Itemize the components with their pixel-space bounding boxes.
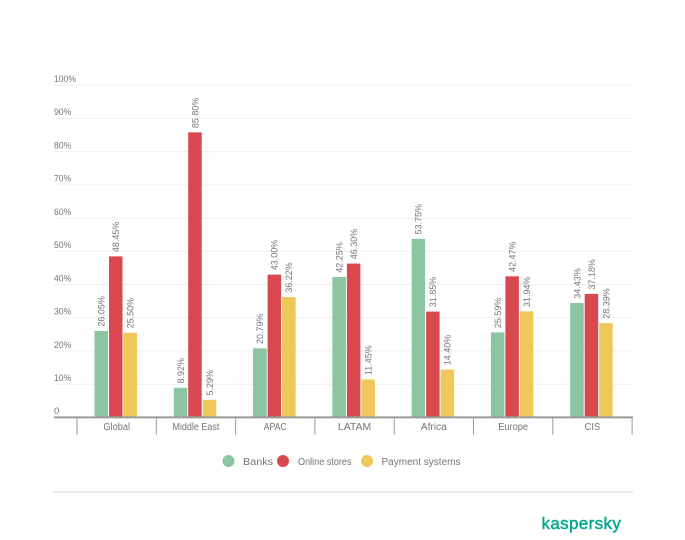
- svg-text:kaspersky: kaspersky: [542, 514, 622, 533]
- svg-text:20.79%: 20.79%: [255, 313, 265, 344]
- svg-text:37.18%: 37.18%: [587, 259, 597, 290]
- svg-text:Europe: Europe: [498, 422, 528, 433]
- svg-text:60%: 60%: [54, 207, 72, 218]
- svg-text:46.30%: 46.30%: [349, 229, 359, 260]
- svg-text:14.40%: 14.40%: [443, 335, 453, 366]
- svg-text:31.85%: 31.85%: [428, 277, 438, 308]
- svg-text:Global: Global: [103, 422, 130, 433]
- svg-text:70%: 70%: [54, 174, 72, 185]
- svg-text:8.92%: 8.92%: [176, 358, 186, 384]
- svg-text:31.94%: 31.94%: [522, 276, 532, 307]
- svg-text:34.43%: 34.43%: [572, 268, 582, 299]
- svg-text:42.47%: 42.47%: [508, 241, 518, 272]
- svg-text:50%: 50%: [54, 240, 72, 251]
- svg-text:Payment systems: Payment systems: [382, 457, 461, 468]
- svg-text:Middle East: Middle East: [172, 422, 219, 433]
- svg-text:48.45%: 48.45%: [111, 222, 121, 253]
- svg-text:30%: 30%: [54, 307, 72, 318]
- svg-text:10%: 10%: [54, 373, 72, 384]
- svg-text:42.25%: 42.25%: [334, 242, 344, 273]
- svg-text:43.00%: 43.00%: [270, 240, 280, 271]
- svg-text:100%: 100%: [54, 74, 76, 85]
- svg-text:LATAM: LATAM: [338, 422, 371, 433]
- svg-text:CIS: CIS: [585, 422, 601, 433]
- svg-text:APAC: APAC: [264, 422, 287, 433]
- svg-text:40%: 40%: [54, 273, 72, 284]
- svg-text:25.59%: 25.59%: [493, 298, 503, 329]
- svg-text:20%: 20%: [54, 340, 72, 351]
- svg-text:26.05%: 26.05%: [97, 296, 107, 327]
- svg-text:53.75%: 53.75%: [414, 204, 424, 235]
- svg-text:25.50%: 25.50%: [126, 298, 136, 329]
- svg-text:Online stores: Online stores: [298, 457, 352, 468]
- svg-text:36.22%: 36.22%: [284, 262, 294, 293]
- svg-text:Africa: Africa: [421, 422, 447, 433]
- svg-text:Banks: Banks: [243, 457, 273, 468]
- svg-text:0: 0: [54, 406, 59, 417]
- svg-text:80%: 80%: [54, 140, 72, 151]
- svg-text:28.39%: 28.39%: [601, 288, 611, 319]
- svg-text:5.29%: 5.29%: [205, 370, 215, 396]
- svg-text:11.45%: 11.45%: [363, 345, 373, 375]
- svg-text:90%: 90%: [54, 107, 72, 118]
- svg-text:85.80%: 85.80%: [190, 98, 200, 129]
